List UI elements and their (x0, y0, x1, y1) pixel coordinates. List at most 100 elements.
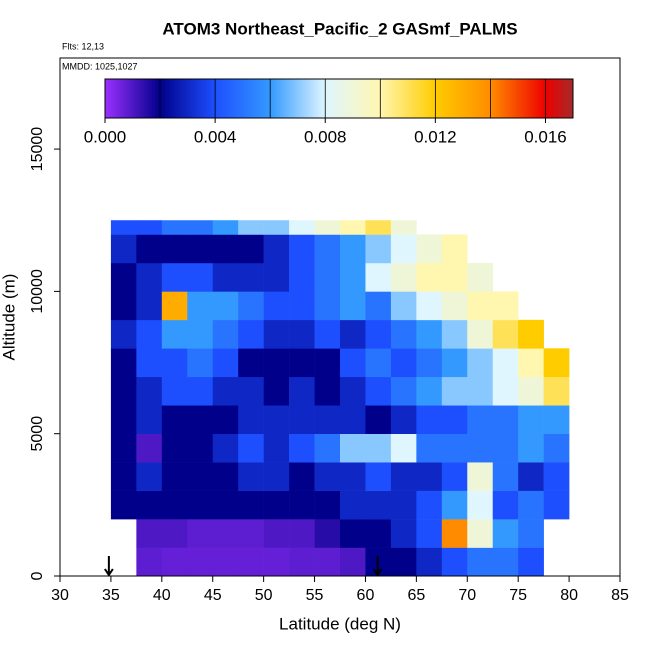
heat-cell (416, 319, 443, 349)
heat-cell (416, 490, 443, 520)
heat-cell (263, 376, 290, 406)
heat-cell (492, 376, 519, 406)
heat-cell (289, 405, 315, 434)
heat-cell (340, 262, 366, 292)
heat-cell (441, 405, 468, 434)
heat-cell (467, 433, 494, 463)
heat-cell (187, 462, 214, 491)
heat-cell (365, 220, 392, 235)
heat-cell (187, 348, 214, 378)
colorbar-tick-label: 0.008 (304, 127, 347, 146)
heat-cell (161, 433, 188, 463)
x-tick-label: 70 (458, 587, 476, 604)
heat-cell (365, 262, 392, 292)
heat-cell (110, 220, 137, 235)
heat-cell (289, 291, 315, 321)
heat-cell (136, 405, 163, 434)
heat-cell (518, 490, 544, 520)
heat-cell (212, 519, 239, 548)
heat-cell (161, 348, 188, 378)
heat-cell (314, 376, 341, 406)
heat-cell (161, 547, 188, 577)
heat-cell (492, 490, 519, 520)
x-tick-label: 85 (611, 587, 629, 604)
heat-cell (238, 234, 264, 264)
heat-cell (110, 462, 137, 491)
heat-cell (161, 519, 188, 548)
heat-cell (365, 519, 392, 548)
heat-cell (263, 220, 290, 235)
flight-arrow (104, 556, 114, 577)
heat-cell (467, 348, 494, 378)
heat-cell (543, 490, 570, 520)
heat-cell (161, 220, 188, 235)
heat-cell (416, 348, 443, 378)
heat-cell (110, 319, 137, 349)
heat-cell (212, 376, 239, 406)
heat-cell (390, 376, 417, 406)
heat-cell (289, 547, 315, 577)
heat-cell (314, 234, 341, 264)
heat-cell (390, 291, 417, 321)
heat-cell (441, 262, 468, 292)
heat-cell (161, 376, 188, 406)
flights-label: Flts: 12,13 (62, 41, 104, 51)
heat-cell (110, 348, 137, 378)
heat-cell (263, 490, 290, 520)
heat-cell (161, 234, 188, 264)
heat-cell (136, 291, 163, 321)
heat-cell (365, 490, 392, 520)
heat-cell (416, 405, 443, 434)
heat-cell (212, 547, 239, 577)
x-tick-label: 60 (357, 587, 375, 604)
heat-cell (110, 376, 137, 406)
x-tick-label: 30 (51, 587, 69, 604)
heat-cell (161, 462, 188, 491)
heat-cell (340, 220, 366, 235)
heat-cell (238, 319, 264, 349)
heat-cell (238, 291, 264, 321)
heat-cell (467, 376, 494, 406)
heat-cell (263, 234, 290, 264)
y-tick-label: 15000 (29, 127, 46, 172)
heat-cell (492, 519, 519, 548)
heat-cell (314, 433, 341, 463)
heat-cell (365, 291, 392, 321)
heat-cell (289, 262, 315, 292)
heat-cell (365, 405, 392, 434)
heat-cell (187, 433, 214, 463)
heat-cell (390, 433, 417, 463)
heat-cell (110, 490, 137, 520)
heat-cell (365, 234, 392, 264)
colorbar (104, 78, 574, 119)
heat-cell (390, 405, 417, 434)
heat-cell (314, 262, 341, 292)
heat-cell (263, 262, 290, 292)
heat-cell (492, 547, 519, 577)
x-axis-label: Latitude (deg N) (279, 614, 401, 633)
heat-cell (314, 291, 341, 321)
heat-cell (263, 405, 290, 434)
heat-cell (187, 547, 214, 577)
colorbar-tick-label: 0.000 (84, 127, 127, 146)
heat-cell (212, 262, 239, 292)
heat-cell (416, 519, 443, 548)
heat-cell (467, 405, 494, 434)
heat-cell (365, 319, 392, 349)
heat-cell (390, 348, 417, 378)
heat-cell (110, 291, 137, 321)
heat-cell (187, 291, 214, 321)
heat-cell (467, 547, 494, 577)
heat-cell (314, 348, 341, 378)
heat-cell (390, 490, 417, 520)
heat-cell (136, 547, 163, 577)
heat-cell (518, 376, 544, 406)
heat-cell (492, 405, 519, 434)
heat-cell (212, 405, 239, 434)
heat-cell (110, 433, 137, 463)
heat-cell (314, 547, 341, 577)
heat-cell (543, 376, 570, 406)
chart-title: ATOM3 Northeast_Pacific_2 GASmf_PALMS (162, 19, 517, 38)
heat-cell (161, 291, 188, 321)
